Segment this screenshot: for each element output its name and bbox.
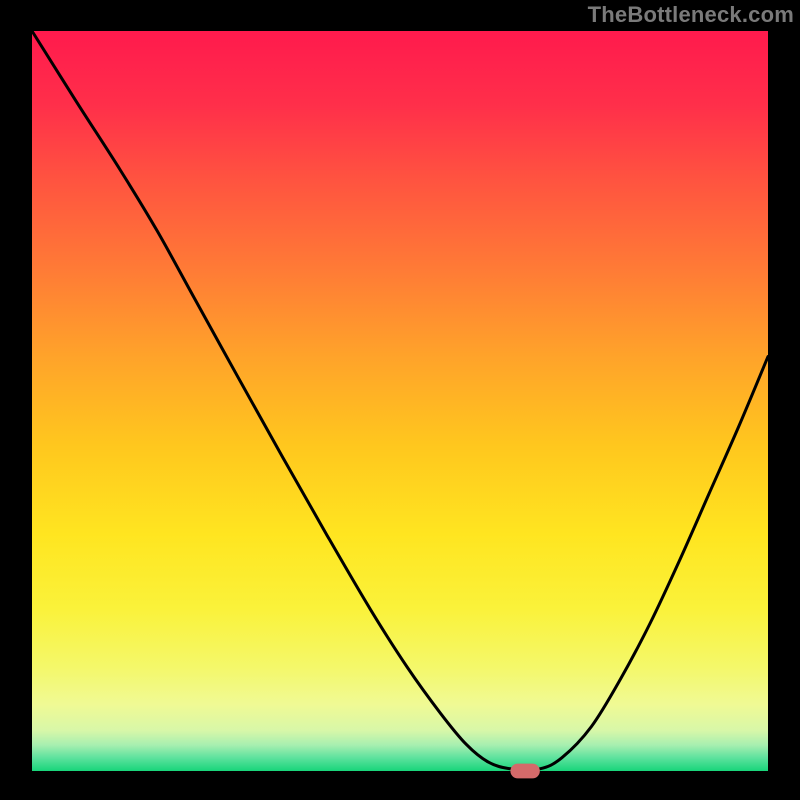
- optimal-marker: [510, 764, 539, 779]
- bottleneck-chart: [0, 0, 800, 800]
- watermark-text: TheBottleneck.com: [588, 2, 794, 28]
- plot-background: [32, 31, 768, 771]
